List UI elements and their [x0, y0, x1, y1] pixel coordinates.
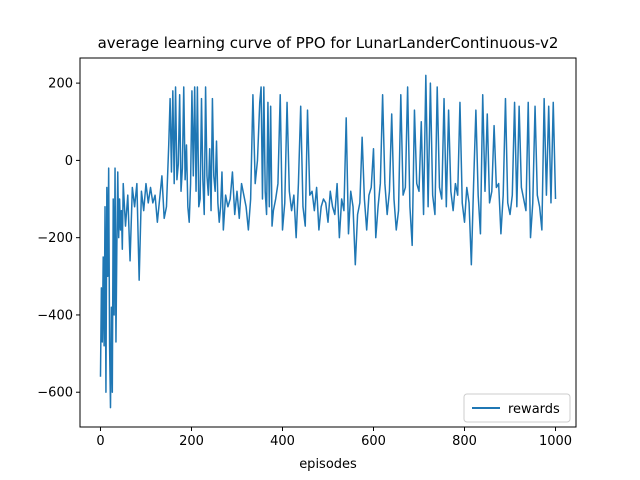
x-tick-label: 200	[179, 434, 204, 449]
legend-label-rewards: rewards	[508, 402, 560, 417]
x-tick-label: 1000	[539, 434, 572, 449]
x-tick-label: 0	[96, 434, 104, 449]
y-tick-label: 0	[65, 154, 73, 169]
axes-frame	[79, 57, 577, 428]
y-tick-label: −200	[37, 231, 73, 246]
y-tick-label: −600	[37, 386, 73, 401]
series-group	[99, 74, 557, 409]
x-tick-label: 800	[452, 434, 477, 449]
legend: rewards	[463, 393, 571, 423]
x-tick-label: 400	[270, 434, 295, 449]
series-line-rewards	[99, 74, 557, 409]
plot-area	[79, 57, 577, 428]
legend-box	[463, 393, 571, 423]
chart-title: average learning curve of PPO for LunarL…	[98, 34, 559, 52]
x-axis-label: episodes	[299, 457, 357, 472]
y-tick-label: −400	[37, 308, 73, 323]
y-axis: −600 −400 −200 0 200	[37, 77, 80, 401]
x-tick-label: 600	[361, 434, 386, 449]
y-tick-label: 200	[48, 77, 73, 92]
x-axis: 0 200 400 600 800 1000	[96, 427, 572, 449]
